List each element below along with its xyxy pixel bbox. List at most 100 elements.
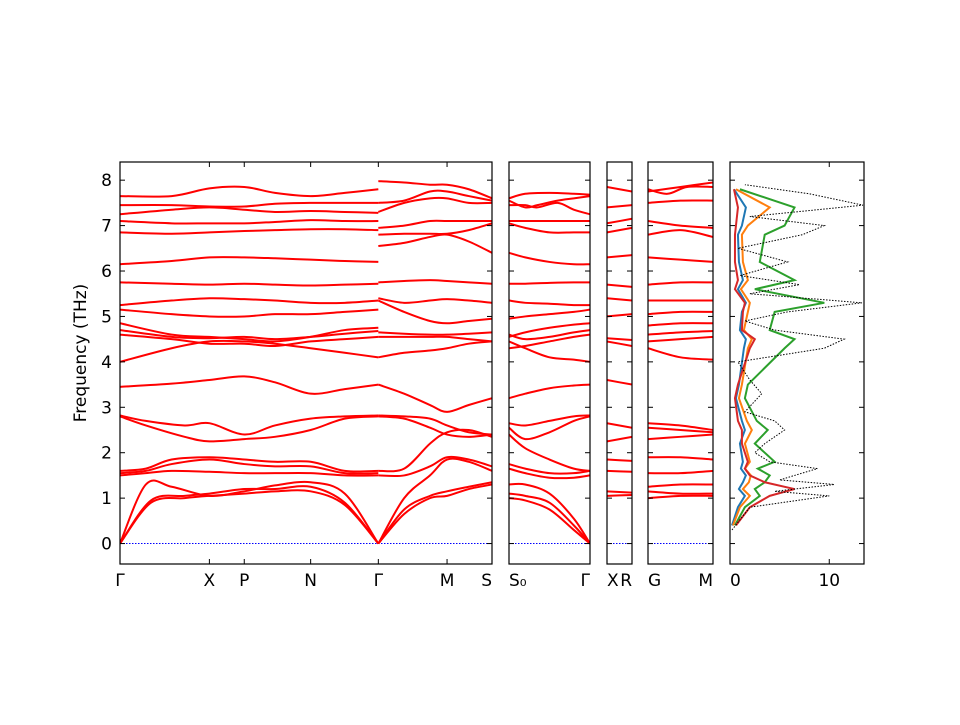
phonon-band-line bbox=[120, 456, 379, 473]
phonon-band-line bbox=[120, 256, 379, 266]
phonon-band-line bbox=[378, 455, 492, 478]
phonon-band-line bbox=[378, 297, 492, 304]
phonon-band-line bbox=[607, 254, 632, 259]
phonon-band-line bbox=[120, 185, 379, 198]
phonon-band-line bbox=[120, 485, 380, 545]
phonon-band-line bbox=[607, 204, 632, 209]
phonon-band-line bbox=[509, 251, 590, 266]
phonon-band-line bbox=[648, 310, 713, 316]
phonon-band-line bbox=[120, 469, 379, 477]
x-tick-label: X bbox=[204, 571, 216, 591]
phonon-band-line bbox=[648, 329, 713, 336]
phonon-band-line bbox=[120, 281, 379, 287]
phonon-band-line bbox=[120, 201, 379, 208]
phonon-band-line bbox=[120, 329, 379, 341]
phonon-band-line bbox=[509, 333, 590, 350]
phonon-band-line bbox=[120, 322, 379, 343]
phonon-band-line bbox=[377, 481, 492, 545]
y-tick-label: 5 bbox=[101, 307, 112, 327]
y-tick-label: 7 bbox=[101, 217, 112, 237]
phonon-band-line bbox=[120, 458, 379, 475]
phonon-band-line bbox=[648, 426, 713, 434]
partial-dos-line bbox=[732, 189, 795, 526]
phonon-band-line bbox=[648, 422, 713, 431]
phonon-band-line bbox=[607, 493, 632, 497]
phonon-band-line bbox=[509, 467, 590, 480]
phonon-band-line bbox=[378, 279, 492, 285]
phonon-band-line bbox=[120, 333, 379, 347]
phonon-band-line bbox=[120, 414, 379, 436]
phonon-band-line bbox=[648, 220, 713, 229]
phonon-band-line bbox=[509, 191, 590, 200]
phonon-band-line bbox=[509, 482, 590, 545]
phonon-band-line bbox=[378, 383, 492, 413]
phonon-band-line bbox=[378, 196, 492, 213]
band-panel-frame bbox=[508, 161, 591, 565]
phonon-band-line bbox=[509, 497, 590, 545]
phonon-band-line bbox=[378, 222, 492, 236]
phonon-band-line bbox=[377, 299, 492, 325]
phonon-band-line bbox=[378, 331, 492, 336]
phonon-band-line bbox=[120, 308, 379, 318]
phonon-band-line bbox=[648, 469, 713, 475]
phonon-band-line bbox=[378, 219, 492, 229]
phonon-band-line bbox=[509, 433, 590, 472]
phonon-band-line bbox=[648, 281, 713, 286]
y-tick-label: 1 bbox=[101, 489, 112, 509]
x-tick-label: S₀ bbox=[509, 571, 527, 591]
phonon-band-line bbox=[607, 340, 632, 347]
phonon-band-line bbox=[509, 195, 590, 209]
phonon-band-line bbox=[607, 217, 632, 225]
phonon-band-line bbox=[648, 494, 713, 500]
x-tick-label: Γ bbox=[115, 571, 125, 591]
phonon-band-line bbox=[607, 458, 632, 462]
phonon-band-line bbox=[648, 181, 713, 193]
x-tick-label: Γ bbox=[374, 571, 384, 591]
y-tick-label: 4 bbox=[101, 353, 112, 373]
band-panel-frame bbox=[119, 161, 493, 565]
phonon-band-line bbox=[378, 428, 492, 473]
phonon-band-line bbox=[607, 379, 632, 386]
phonon-band-line bbox=[648, 490, 713, 495]
phonon-band-line bbox=[607, 337, 632, 342]
phonon-band-line bbox=[378, 180, 492, 200]
phonon-band-line bbox=[378, 233, 492, 254]
phonon-band-line bbox=[378, 335, 492, 343]
phonon-band-line bbox=[509, 308, 590, 320]
y-tick-label: 0 bbox=[101, 535, 112, 555]
phonon-band-line bbox=[378, 189, 492, 204]
y-tick-label: 2 bbox=[101, 444, 112, 464]
phonon-band-line bbox=[648, 347, 713, 361]
y-tick-label: 3 bbox=[101, 398, 112, 418]
phonon-band-line bbox=[120, 375, 379, 395]
x-tick-label: M bbox=[698, 571, 713, 591]
phonon-band-line bbox=[509, 383, 590, 400]
phonon-band-line bbox=[607, 435, 632, 443]
phonon-band-line bbox=[607, 490, 632, 494]
phonon-band-line bbox=[607, 185, 632, 193]
phonon-band-line bbox=[509, 222, 590, 234]
x-tick-label: P bbox=[239, 571, 249, 591]
phonon-band-line bbox=[120, 206, 379, 216]
phonon-band-line bbox=[607, 283, 632, 288]
phonon-band-line bbox=[509, 201, 590, 216]
phonon-band-line bbox=[648, 433, 713, 441]
phonon-band-line bbox=[120, 415, 379, 443]
phonon-band-line bbox=[378, 340, 492, 359]
phonon-band-line bbox=[648, 322, 713, 327]
phonon-band-line bbox=[120, 479, 380, 545]
phonon-band-line bbox=[378, 414, 492, 436]
phonon-band-line bbox=[120, 489, 380, 545]
phonon-band-line bbox=[648, 185, 713, 195]
phonon-band-line bbox=[509, 281, 590, 285]
phonon-band-line bbox=[509, 329, 590, 341]
phonon-band-line bbox=[648, 335, 713, 343]
phonon-band-line bbox=[377, 483, 492, 545]
phonon-band-line bbox=[648, 229, 713, 238]
phonon-band-line bbox=[509, 463, 590, 475]
phonon-band-line bbox=[120, 339, 379, 363]
x-tick-label: 10 bbox=[818, 571, 840, 591]
y-axis-label: Frequency (THz) bbox=[71, 284, 91, 423]
phonon-band-line bbox=[607, 469, 632, 473]
